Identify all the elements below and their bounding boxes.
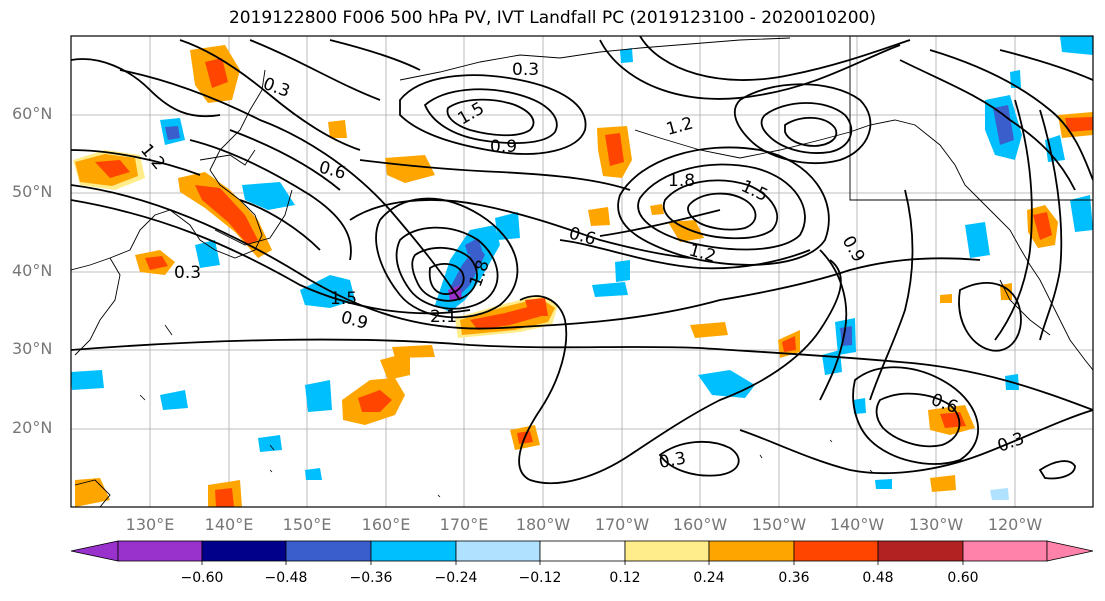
contour-label: 0.3	[260, 74, 292, 102]
colorbar-segment	[539, 540, 626, 562]
contour-label: 1.5	[330, 289, 357, 309]
coastlines	[71, 36, 1093, 507]
colorbar-tick-label: 0.12	[609, 570, 641, 586]
contour-label: 0.9	[838, 233, 869, 266]
contour-label: 0.3	[657, 449, 687, 473]
contour-label: 0.9	[339, 308, 370, 334]
colorbar-segment	[117, 540, 203, 562]
lon-label: 180°W	[515, 515, 571, 534]
lat-label: 30°N	[12, 339, 53, 358]
contour-label: 0.3	[995, 429, 1027, 457]
colorbar-segment	[962, 540, 1048, 562]
colorbar-segment	[201, 540, 287, 562]
colorbar-tick-label: −0.12	[518, 570, 562, 586]
contour-label: 0.6	[317, 158, 348, 184]
lat-label: 60°N	[12, 104, 53, 123]
colorbar-tick-label: 0.48	[862, 570, 894, 586]
graticule	[71, 36, 1093, 507]
positive-anomaly-patches	[73, 45, 1093, 507]
map-title: 2019122800 F006 500 hPa PV, IVT Landfall…	[228, 8, 876, 28]
lon-label: 170°W	[594, 515, 650, 534]
contour-label-layer: 0.3 0.3 0.3 0.3 0.3 0.6 0.6 0.6 0.9 0.9 …	[136, 60, 1027, 473]
lon-label: 120°W	[987, 515, 1043, 534]
lon-label: 130°E	[125, 515, 175, 534]
colorbar-arrow-high	[1046, 540, 1094, 562]
colorbar-tick-label: 0.36	[778, 570, 810, 586]
contour-label: 1.5	[738, 176, 771, 206]
map-frame	[70, 35, 1094, 508]
islands	[139, 324, 874, 498]
lon-label: 140°E	[204, 515, 254, 534]
colorbar-segment	[285, 540, 372, 562]
lon-label: 150°W	[751, 515, 807, 534]
colorbar-segment	[624, 540, 710, 562]
colorbar-segment	[370, 540, 457, 562]
colorbar-arrow-low	[70, 540, 119, 562]
lon-label: 170°E	[439, 515, 489, 534]
colorbar-segment	[793, 540, 879, 562]
colorbar-tick-label: −0.60	[180, 570, 224, 586]
lat-label: 40°N	[12, 261, 53, 280]
pv-contours	[71, 36, 1093, 484]
lon-label: 140°W	[829, 515, 885, 534]
lon-label: 160°W	[672, 515, 728, 534]
colorbar-tick-label: 0.60	[947, 570, 979, 586]
contour-label: 0.3	[512, 60, 539, 80]
contour-label: 0.9	[490, 137, 517, 157]
colorbar-tick-label: −0.24	[434, 570, 478, 586]
colorbar-segment	[455, 540, 541, 562]
contour-label: 0.3	[174, 263, 201, 283]
contour-label: 1.8	[668, 171, 695, 191]
colorbar-segment	[877, 540, 964, 562]
lat-label: 50°N	[12, 182, 53, 201]
map-plot-area: 0.3 0.3 0.3 0.3 0.3 0.6 0.6 0.6 0.9 0.9 …	[71, 36, 1093, 507]
colorbar-tick-label: −0.48	[264, 570, 308, 586]
lon-label: 130°W	[908, 515, 964, 534]
lat-label: 20°N	[12, 418, 53, 437]
contour-label: 1.2	[687, 241, 718, 267]
colorbar-segment	[708, 540, 795, 562]
colorbar	[70, 540, 1094, 565]
colorbar-tick-label: 0.24	[693, 570, 725, 586]
colorbar-tick-label: −0.36	[349, 570, 393, 586]
lon-label: 160°E	[361, 515, 411, 534]
lon-label: 150°E	[282, 515, 332, 534]
contour-label: 1.2	[664, 114, 695, 140]
contour-label: 2.1	[430, 307, 457, 327]
contour-label: 0.6	[567, 224, 598, 250]
